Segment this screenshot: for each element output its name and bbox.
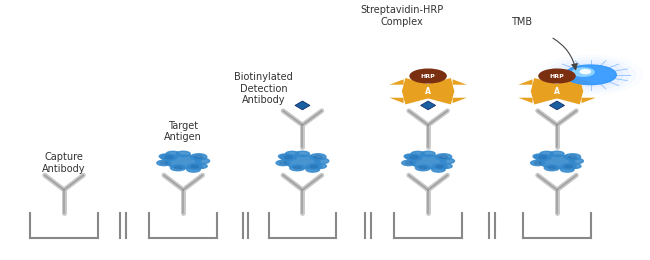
Polygon shape [518, 79, 532, 85]
Circle shape [564, 154, 580, 160]
Circle shape [560, 167, 574, 172]
Circle shape [419, 166, 427, 169]
Polygon shape [582, 79, 595, 85]
Circle shape [406, 154, 422, 160]
Circle shape [436, 165, 443, 168]
Polygon shape [452, 79, 467, 85]
Circle shape [190, 154, 207, 160]
Circle shape [565, 165, 573, 168]
Circle shape [580, 70, 590, 74]
Circle shape [159, 154, 171, 159]
Circle shape [530, 160, 545, 166]
Circle shape [280, 154, 296, 160]
Polygon shape [389, 98, 404, 103]
Circle shape [196, 158, 209, 164]
Circle shape [550, 151, 564, 157]
Circle shape [404, 154, 416, 159]
Circle shape [432, 164, 447, 170]
Circle shape [306, 167, 320, 172]
Circle shape [161, 154, 177, 160]
Circle shape [573, 68, 594, 76]
Circle shape [432, 167, 445, 172]
Circle shape [166, 155, 201, 168]
Circle shape [187, 164, 202, 170]
Circle shape [306, 164, 322, 170]
Circle shape [194, 155, 203, 158]
Circle shape [278, 154, 291, 159]
Circle shape [310, 165, 318, 168]
Circle shape [411, 155, 446, 168]
Text: TMB: TMB [511, 17, 532, 27]
Text: Biotinylated
Detection
Antibody: Biotinylated Detection Antibody [235, 72, 293, 105]
Polygon shape [452, 98, 467, 103]
Text: A: A [425, 87, 431, 96]
Circle shape [441, 158, 454, 164]
Polygon shape [389, 79, 404, 85]
Circle shape [165, 156, 173, 159]
Circle shape [410, 69, 446, 83]
Polygon shape [518, 98, 532, 103]
Circle shape [421, 151, 435, 157]
Circle shape [544, 165, 560, 171]
Text: Capture
Antibody: Capture Antibody [42, 152, 86, 174]
Text: Target
Antigen: Target Antigen [164, 121, 202, 142]
Circle shape [533, 154, 545, 159]
Circle shape [535, 154, 551, 160]
Circle shape [157, 160, 171, 166]
Circle shape [294, 166, 301, 169]
Circle shape [174, 166, 182, 169]
Polygon shape [295, 101, 310, 110]
Circle shape [539, 156, 547, 159]
Circle shape [191, 165, 199, 168]
Circle shape [295, 151, 309, 157]
Circle shape [161, 162, 168, 164]
Circle shape [558, 63, 623, 87]
Circle shape [436, 154, 452, 160]
Circle shape [540, 151, 553, 157]
Circle shape [410, 156, 418, 159]
Circle shape [415, 165, 430, 171]
Circle shape [276, 160, 290, 166]
Circle shape [315, 164, 326, 168]
Circle shape [540, 155, 575, 168]
Circle shape [176, 151, 190, 157]
Text: HRP: HRP [550, 74, 564, 79]
Circle shape [280, 162, 287, 164]
Circle shape [569, 164, 581, 168]
Text: Streptavidin-HRP
Complex: Streptavidin-HRP Complex [361, 5, 444, 27]
Polygon shape [582, 98, 595, 103]
Circle shape [440, 164, 452, 168]
Circle shape [568, 155, 577, 158]
Polygon shape [421, 101, 436, 110]
Circle shape [552, 60, 629, 89]
Circle shape [187, 167, 200, 172]
Circle shape [569, 158, 583, 164]
Circle shape [411, 151, 424, 157]
Circle shape [166, 151, 179, 157]
Circle shape [561, 164, 576, 170]
Circle shape [565, 65, 616, 84]
Circle shape [548, 166, 556, 169]
Circle shape [290, 165, 305, 171]
Text: HRP: HRP [421, 74, 436, 79]
Circle shape [285, 151, 299, 157]
Circle shape [195, 164, 207, 168]
Circle shape [310, 154, 326, 160]
Circle shape [314, 155, 322, 158]
Circle shape [545, 58, 636, 92]
Circle shape [534, 162, 541, 164]
Text: A: A [554, 87, 560, 96]
Polygon shape [549, 101, 565, 110]
Circle shape [170, 165, 186, 171]
Circle shape [284, 156, 292, 159]
Circle shape [539, 69, 575, 83]
Circle shape [565, 65, 616, 84]
Circle shape [439, 155, 448, 158]
Circle shape [315, 158, 329, 164]
Circle shape [402, 160, 416, 166]
Circle shape [285, 155, 320, 168]
Circle shape [405, 162, 412, 164]
